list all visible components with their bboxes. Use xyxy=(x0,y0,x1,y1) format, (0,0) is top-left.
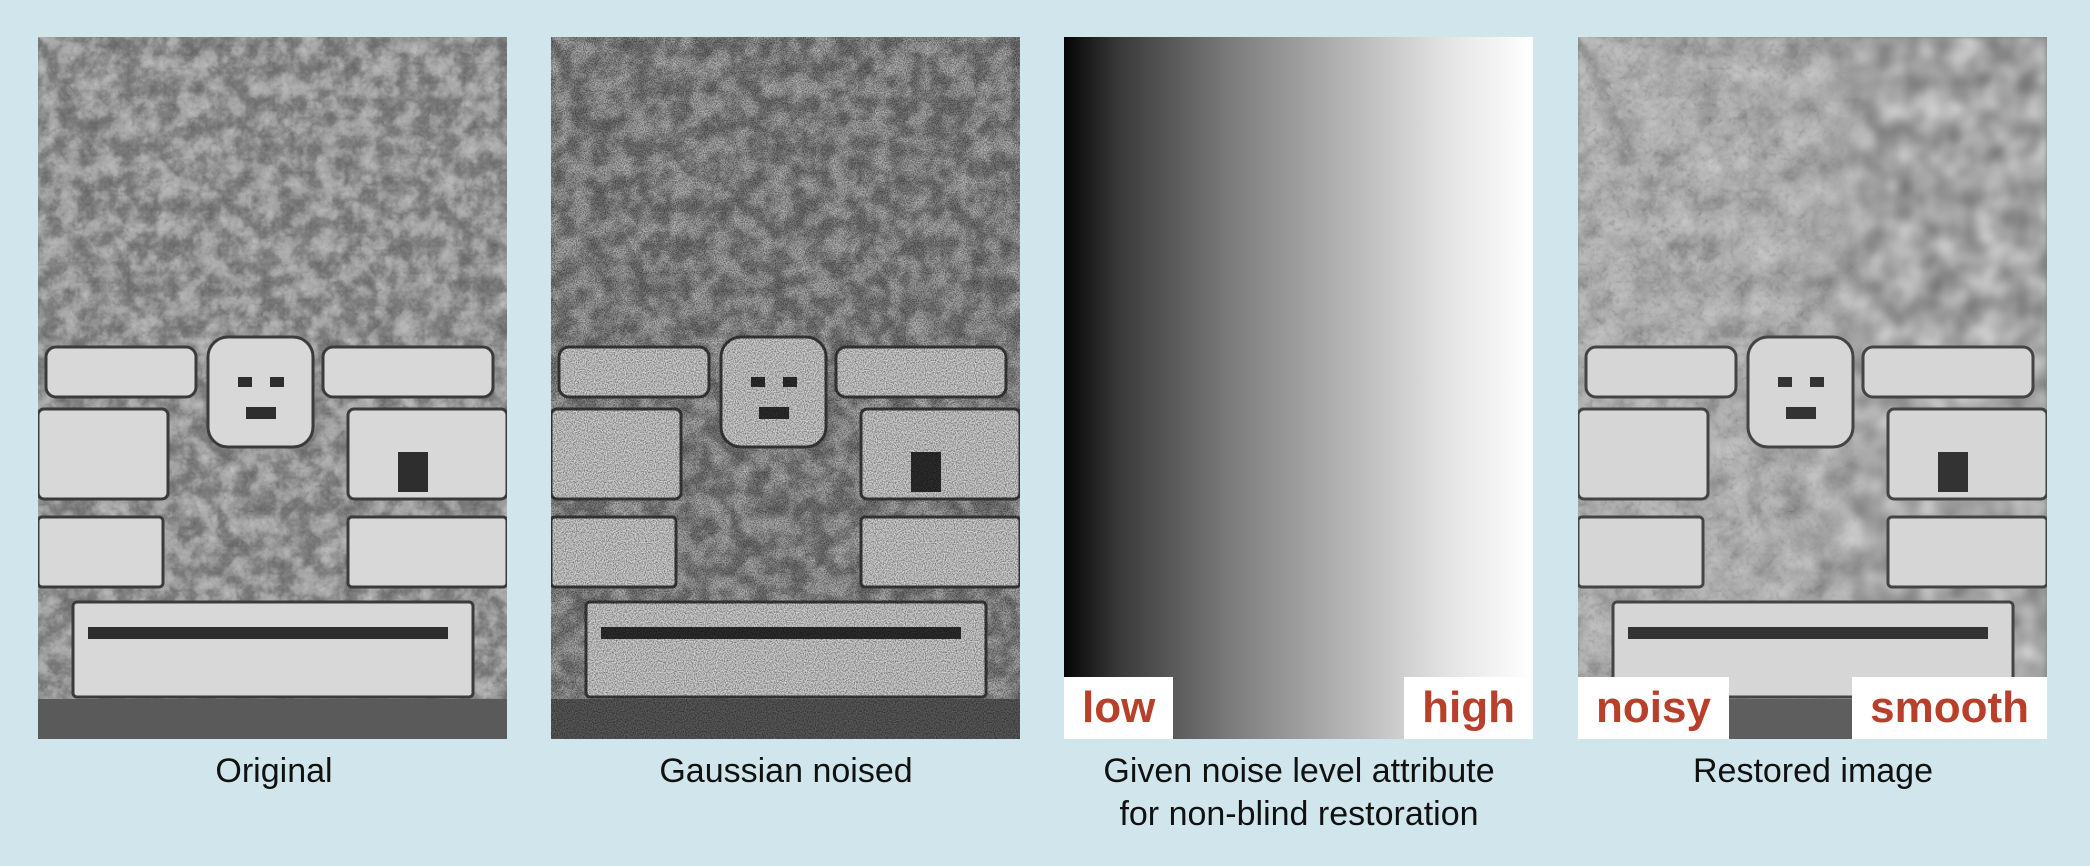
restored-image: noisy smooth xyxy=(1578,37,2047,739)
tag-high: high xyxy=(1404,677,1533,739)
tag-noisy: noisy xyxy=(1578,677,1729,739)
noised-image-art xyxy=(551,37,1020,739)
caption-noise-level: Given noise level attribute for non-blin… xyxy=(1019,750,1579,836)
noise-level-map: low high xyxy=(1064,37,1533,739)
caption-restored: Restored image xyxy=(1692,752,1933,790)
restored-image-art xyxy=(1578,37,2047,739)
caption-noised: Gaussian noised xyxy=(659,752,913,790)
original-image xyxy=(38,37,507,739)
caption-noise-level-line2: for non-blind restoration xyxy=(1119,795,1479,833)
original-image-art xyxy=(38,37,507,739)
noised-image xyxy=(551,37,1020,739)
tag-low: low xyxy=(1064,677,1174,739)
caption-original: Original xyxy=(215,752,333,790)
tag-smooth: smooth xyxy=(1852,677,2047,739)
caption-noise-level-line1: Given noise level attribute xyxy=(1103,752,1495,790)
